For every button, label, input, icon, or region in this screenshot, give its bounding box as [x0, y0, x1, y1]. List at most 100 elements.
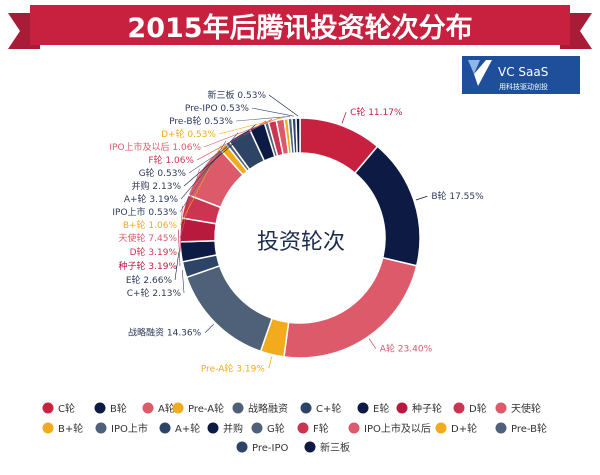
legend-swatch: [304, 441, 316, 453]
leader-ipo上市及以后: [203, 117, 280, 148]
legend-swatch: [300, 402, 312, 414]
legend-label: G轮: [267, 422, 285, 435]
legend-swatch: [357, 402, 369, 414]
legend-swatch: [142, 402, 154, 414]
label-g轮: G轮 0.53%: [139, 167, 187, 179]
legend-label: Pre-IPO: [252, 443, 288, 454]
label-a-plus轮: A+轮 3.19%: [124, 193, 179, 205]
legend-label: 天使轮: [511, 402, 541, 415]
legend-label: B轮: [110, 402, 127, 415]
label-ipo上市: IPO上市 0.53%: [112, 206, 177, 218]
legend-label: D+轮: [451, 422, 477, 435]
legend-item-种子轮[interactable]: 种子轮: [396, 402, 443, 415]
label-c轮: C轮 11.17%: [350, 106, 403, 118]
legend-label: 战略融资: [248, 402, 288, 415]
slice-labels: C轮 11.17% B轮 17.55% A轮 23.40% Pre-A轮 3.19% 战…: [109, 89, 484, 374]
leader-d轮: [179, 205, 183, 253]
legend-label: A轮: [158, 402, 175, 415]
legend-swatch: [207, 422, 219, 434]
legend-swatch: [236, 441, 248, 453]
legend-item-d-plus轮[interactable]: D+轮: [435, 422, 478, 435]
chart-title: 2015年后腾讯投资轮次分布: [127, 12, 472, 44]
legend-item-pre-ipo[interactable]: Pre-IPO: [236, 441, 289, 455]
slice-a轮[interactable]: [283, 256, 418, 359]
label-f轮: F轮 1.06%: [148, 154, 194, 166]
legend: C轮 B轮 A轮 Pre-A轮 战略融资 C+轮 E轮 种子轮 D轮 天使轮 B+轮 IPO上市 A+轮…: [42, 402, 548, 455]
legend-label: C轮: [58, 402, 75, 415]
legend-swatch: [348, 422, 360, 434]
legend-label: IPO上市: [111, 422, 148, 435]
label-种子轮: 种子轮 3.19%: [119, 260, 178, 272]
legend-label: F轮: [313, 422, 329, 435]
leader-种子轮: [177, 229, 181, 267]
legend-item-战略融资[interactable]: 战略融资: [232, 402, 289, 415]
label-并购: 并购 2.13%: [132, 180, 182, 192]
legend-swatch: [495, 402, 507, 414]
legend-item-b-plus轮[interactable]: B+轮: [42, 422, 84, 435]
legend-item-新三板[interactable]: 新三板: [304, 441, 351, 454]
slice-b轮[interactable]: [353, 145, 421, 267]
legend-label: C+轮: [316, 402, 341, 415]
leader-新三板: [268, 94, 299, 117]
slice-新三板[interactable]: [295, 117, 301, 154]
leader-pre-b轮: [235, 116, 290, 122]
vc-saas-logo: VC SaaS 用科技驱动创投: [462, 56, 580, 94]
legend-item-pre-a轮[interactable]: Pre-A轮: [172, 402, 225, 415]
legend-item-d轮[interactable]: D轮: [453, 402, 487, 415]
leader-f轮: [196, 119, 272, 161]
donut-center-label: 投资轮次: [257, 230, 345, 255]
legend-label: E轮: [373, 402, 389, 415]
leader-d-plus轮: [218, 116, 286, 135]
leader-b轮: [415, 195, 428, 201]
label-战略融资: 战略融资 14.36%: [128, 327, 202, 339]
legend-item-e轮[interactable]: E轮: [357, 402, 390, 415]
legend-swatch: [94, 402, 106, 414]
legend-swatch: [297, 422, 309, 434]
legend-item-并购[interactable]: 并购: [207, 422, 244, 435]
legend-swatch: [232, 402, 244, 414]
legend-swatch: [42, 422, 54, 434]
leader-a-plus轮: [180, 132, 239, 200]
legend-label: Pre-B轮: [511, 422, 547, 435]
legend-item-a-plus轮[interactable]: A+轮: [159, 422, 201, 435]
legend-swatch: [172, 402, 184, 414]
label-c-plus轮: C+轮 2.13%: [127, 287, 182, 299]
legend-swatch: [42, 402, 54, 414]
leader-c轮: [341, 112, 347, 124]
leader-c-plus轮: [182, 270, 185, 294]
legend-item-g轮[interactable]: G轮: [251, 422, 285, 435]
legend-item-ipo上市[interactable]: IPO上市: [95, 422, 148, 435]
label-a轮: A轮 23.40%: [380, 343, 433, 355]
legend-label: A+轮: [175, 422, 200, 435]
title-banner: 2015年后腾讯投资轮次分布: [8, 5, 592, 49]
donut-slices: [179, 117, 421, 359]
label-天使轮: 天使轮 7.45%: [119, 232, 178, 244]
legend-swatch: [396, 402, 408, 414]
leader-战略融资: [204, 323, 214, 333]
legend-item-ipo上市及以后[interactable]: IPO上市及以后: [348, 422, 431, 435]
legend-item-天使轮[interactable]: 天使轮: [495, 402, 542, 415]
label-pre-ipo: Pre-IPO 0.53%: [185, 104, 250, 114]
label-b轮: B轮 17.55%: [431, 190, 484, 202]
logo-tagline: 用科技驱动创投: [499, 82, 548, 91]
legend-label: 种子轮: [412, 402, 442, 415]
legend-swatch: [159, 422, 171, 434]
legend-swatch: [435, 422, 447, 434]
legend-item-b轮[interactable]: B轮: [94, 402, 127, 415]
legend-label: 并购: [223, 422, 243, 435]
leader-a轮: [368, 338, 377, 349]
leader-e轮: [174, 252, 180, 281]
label-新三板: 新三板 0.53%: [208, 89, 267, 101]
legend-item-f轮[interactable]: F轮: [297, 422, 329, 435]
logo-name: VC SaaS: [498, 65, 548, 79]
legend-swatch: [453, 402, 465, 414]
legend-item-a轮[interactable]: A轮: [142, 402, 175, 415]
legend-item-c-plus轮[interactable]: C+轮: [300, 402, 342, 415]
label-ipo上市及以后: IPO上市及以后 1.06%: [109, 141, 201, 153]
leader-天使轮: [179, 168, 200, 239]
leader-pre-a轮: [268, 356, 273, 369]
legend-item-pre-b轮[interactable]: Pre-B轮: [495, 422, 548, 435]
legend-label: IPO上市及以后: [364, 422, 431, 435]
legend-label: 新三板: [320, 441, 350, 454]
legend-item-c轮[interactable]: C轮: [42, 402, 75, 415]
